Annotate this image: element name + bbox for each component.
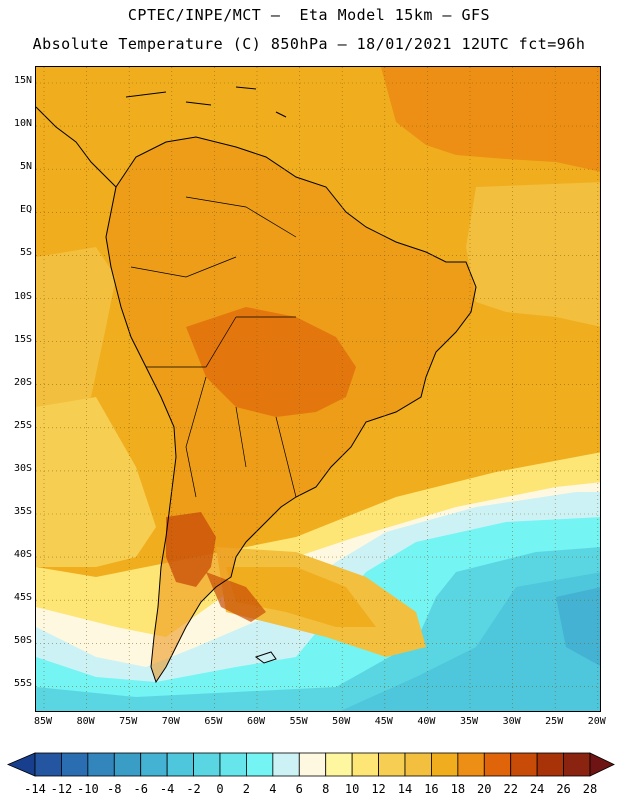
- lon-label: 65W: [204, 716, 223, 727]
- colorbar-box: [325, 752, 353, 777]
- colorbar-label: -10: [77, 782, 99, 796]
- lat-label: 55S: [13, 678, 32, 690]
- colorbar-box: [483, 752, 512, 777]
- colorbar-label: 20: [477, 782, 492, 796]
- colorbar-label: 0: [216, 782, 224, 796]
- colorbar-min-arrow: [6, 752, 36, 777]
- colorbar-label: -14: [24, 782, 46, 796]
- colorbar-box: [166, 752, 194, 777]
- colorbar-label: 28: [582, 782, 598, 796]
- lon-label: 80W: [76, 716, 95, 727]
- colorbar-max-arrow: [589, 752, 615, 777]
- temperature-map: [35, 66, 601, 712]
- colorbar-label: -4: [159, 782, 175, 796]
- colorbar-box: [536, 752, 564, 777]
- colorbar-box: [431, 752, 459, 777]
- colorbar-label: 12: [371, 782, 386, 796]
- colorbar-box: [510, 752, 538, 777]
- chart-subtitle: Absolute Temperature (C) 850hPa – 18/01/…: [32, 35, 586, 53]
- falklands: [254, 651, 277, 664]
- hotspot-central: [186, 307, 356, 417]
- warm-region-atlantic: [381, 67, 600, 172]
- hotspot-south: [206, 572, 266, 622]
- colorbar-box: [404, 752, 432, 777]
- lat-label: 20S: [13, 376, 32, 388]
- hotspot-patagonia: [166, 512, 216, 587]
- lon-label: 85W: [33, 716, 53, 727]
- lat-label: 40S: [13, 549, 32, 561]
- pacific-mild-south: [36, 397, 156, 567]
- lat-label: EQ: [19, 204, 32, 216]
- lon-label: 25W: [545, 716, 564, 727]
- colorbar-label: 22: [503, 782, 518, 796]
- colorbar-label: -8: [107, 782, 122, 796]
- lat-label: 5S: [19, 247, 32, 259]
- colorbar-label: -6: [133, 782, 148, 796]
- lon-label: 40W: [417, 716, 436, 727]
- colorbar-box: [351, 752, 379, 777]
- colorbar-label: 26: [556, 782, 571, 796]
- colorbar: [6, 752, 615, 777]
- colorbar-box: [219, 752, 247, 777]
- colorbar-box: [61, 752, 89, 777]
- central-america-coast: [36, 106, 117, 188]
- mild-region-east: [466, 182, 600, 327]
- colorbar-box: [140, 752, 168, 777]
- coastline: [105, 136, 477, 684]
- lon-label: 75W: [119, 716, 138, 727]
- lon-label: 50W: [332, 716, 351, 727]
- colorbar-box: [563, 752, 591, 777]
- colorbar-box: [298, 752, 327, 777]
- colorbar-box: [34, 752, 62, 777]
- colorbar-box: [113, 752, 142, 777]
- cold-band-3: [340, 572, 600, 711]
- lon-label: 70W: [161, 716, 180, 727]
- colorbar-box: [193, 752, 221, 777]
- caribbean-islands: [125, 86, 287, 118]
- lon-label: 35W: [459, 716, 479, 727]
- lat-label: 5N: [19, 161, 32, 173]
- lat-label: 30S: [13, 462, 32, 474]
- lon-label: 60W: [246, 716, 266, 727]
- colorbar-label: 14: [397, 782, 413, 796]
- colorbar-label: -2: [186, 782, 201, 796]
- pacific-mild-band: [36, 247, 116, 417]
- colorbar-box: [378, 752, 406, 777]
- lat-label: 35S: [13, 506, 32, 517]
- lon-label: 20W: [587, 716, 606, 727]
- lon-label: 30W: [502, 716, 521, 727]
- lat-label: 15S: [13, 333, 32, 345]
- lat-label: 10S: [13, 290, 32, 302]
- colorbar-label: 16: [424, 782, 439, 796]
- lat-label: 25S: [13, 419, 32, 431]
- cold-band-4: [556, 587, 600, 666]
- chart-title: CPTEC/INPE/MCT – Eta Model 15km – GFS: [127, 6, 491, 24]
- lat-label: 45S: [13, 592, 32, 604]
- colorbar-box: [272, 752, 300, 777]
- colorbar-label: 6: [295, 782, 303, 796]
- lat-label: 10N: [13, 118, 32, 130]
- lon-label: 55W: [289, 716, 308, 727]
- colorbar-label: 8: [322, 782, 330, 796]
- warm-plume-core: [226, 567, 376, 627]
- colorbar-label: 18: [450, 782, 466, 796]
- lat-label: 50S: [13, 635, 32, 647]
- map-canvas: [36, 67, 600, 711]
- colorbar-label: 24: [529, 782, 545, 796]
- colorbar-box: [87, 752, 115, 777]
- colorbar-label: -12: [50, 782, 73, 796]
- colorbar-box: [457, 752, 485, 777]
- lon-label: 45W: [374, 716, 393, 727]
- country-borders: [130, 196, 297, 498]
- colorbar-label: 10: [344, 782, 360, 796]
- colorbar-box: [246, 752, 274, 777]
- lat-label: 15N: [13, 75, 32, 86]
- colorbar-label: 4: [269, 782, 277, 796]
- colorbar-label: 2: [242, 782, 251, 796]
